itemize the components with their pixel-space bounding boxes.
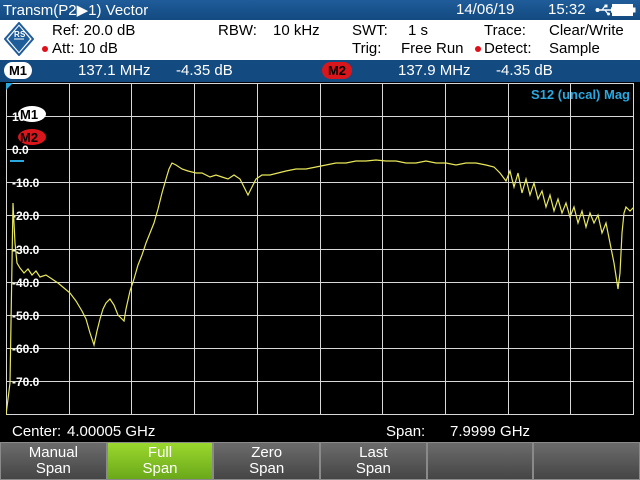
att-indicator-dot xyxy=(42,46,48,52)
trace-plot[interactable]: 10.00.0-10.0-20.0-30.0-40.0-50.0-60.0-70… xyxy=(6,83,634,415)
y-tick-label: -60.0 xyxy=(12,342,40,356)
y-tick-label: -40.0 xyxy=(12,276,40,290)
softkey-label: Last xyxy=(359,444,388,461)
trace-label: Trace: xyxy=(484,22,526,39)
marker2-badge[interactable]: M2 xyxy=(322,62,352,79)
marker1-tag-label: M1 xyxy=(20,107,38,122)
swt-label: SWT: xyxy=(352,22,388,39)
title-bar: Transm(P2▶1) Vector 14/06/19 15:32 xyxy=(0,0,640,20)
softkey-label: Zero xyxy=(251,444,283,461)
detect-indicator-dot xyxy=(475,46,481,52)
y-tick-label: -20.0 xyxy=(12,209,40,223)
center-frequency[interactable]: 4.00005 GHz xyxy=(67,423,156,440)
marker1-level: -4.35 dB xyxy=(176,62,233,79)
marker2-frequency: 137.9 MHz xyxy=(398,62,471,79)
center-label: Center: xyxy=(12,423,62,440)
empty-softkey-6[interactable] xyxy=(533,442,640,480)
span-status-bar: Center: 4.00005 GHz Span: 7.9999 GHz xyxy=(0,422,640,442)
date-display: 14/06/19 xyxy=(456,1,515,18)
marker2-tag[interactable]: M2 xyxy=(18,129,46,145)
softkey-label: Full xyxy=(147,444,173,461)
rbw-value[interactable]: 10 kHz xyxy=(273,22,320,39)
svg-text:R: R xyxy=(14,30,20,39)
marker1-frequency: 137.1 MHz xyxy=(78,62,151,79)
attenuation[interactable]: Att: 10 dB xyxy=(52,40,118,57)
marker-readout-bar: M1 137.1 MHz -4.35 dB M2 137.9 MHz -4.35… xyxy=(0,60,640,82)
manual-span-softkey[interactable]: Manual Span xyxy=(0,442,107,480)
ref-level[interactable]: Ref: 20.0 dB xyxy=(52,22,136,39)
empty-softkey-5[interactable] xyxy=(426,442,534,480)
full-span-softkey[interactable]: Full Span xyxy=(106,442,214,480)
time-display: 15:32 xyxy=(548,1,586,18)
trace-title: S12 (uncal) Mag xyxy=(531,87,630,102)
trace-line xyxy=(6,159,634,415)
softkey-label: Span xyxy=(249,460,285,477)
plot-canvas[interactable]: 10.00.0-10.0-20.0-30.0-40.0-50.0-60.0-70… xyxy=(6,83,634,415)
rbw-label: RBW: xyxy=(218,22,257,39)
softkey-label: Span xyxy=(355,460,391,477)
measurement-mode: Transm(P2▶1) Vector xyxy=(3,2,149,19)
marker1-badge[interactable]: M1 xyxy=(4,62,32,79)
settings-panel: R S Ref: 20.0 dB Att: 10 dB RBW: 10 kHz … xyxy=(0,20,640,60)
y-tick-label: -10.0 xyxy=(12,176,40,190)
last-span-softkey[interactable]: Last Span xyxy=(320,442,427,480)
softkey-label: Span xyxy=(142,460,178,477)
plot-grid xyxy=(6,83,634,415)
marker2-tag-label: M2 xyxy=(20,130,38,145)
detector-mode[interactable]: Sample xyxy=(549,40,600,57)
reference-corner-marker xyxy=(6,83,13,90)
span-value[interactable]: 7.9999 GHz xyxy=(450,423,531,440)
zero-span-softkey[interactable]: Zero Span xyxy=(213,442,321,480)
span-label: Span: xyxy=(386,423,426,440)
marker1-tag[interactable]: M1 xyxy=(18,106,46,122)
trace-mode[interactable]: Clear/Write xyxy=(549,22,624,39)
marker2-level: -4.35 dB xyxy=(496,62,553,79)
battery-icon xyxy=(612,4,636,16)
softkey-label: Span xyxy=(35,460,71,477)
trig-label: Trig: xyxy=(352,40,382,57)
trig-value[interactable]: Free Run xyxy=(401,40,464,57)
y-axis-ticks: 10.00.0-10.0-20.0-30.0-40.0-50.0-60.0-70… xyxy=(12,110,40,389)
rohde-schwarz-logo-icon: R S xyxy=(4,22,34,56)
softkey-bar: Manual Span Full Span Zero Span Last Spa… xyxy=(0,442,640,480)
y-tick-label: -70.0 xyxy=(12,375,40,389)
swt-value[interactable]: 1 s xyxy=(408,22,429,39)
y-tick-label: -30.0 xyxy=(12,243,40,257)
detect-label: Detect: xyxy=(484,40,532,57)
y-tick-label: 0.0 xyxy=(12,143,29,157)
softkey-label: Manual xyxy=(28,444,78,461)
y-tick-label: -50.0 xyxy=(12,309,40,323)
svg-text:S: S xyxy=(20,30,26,39)
